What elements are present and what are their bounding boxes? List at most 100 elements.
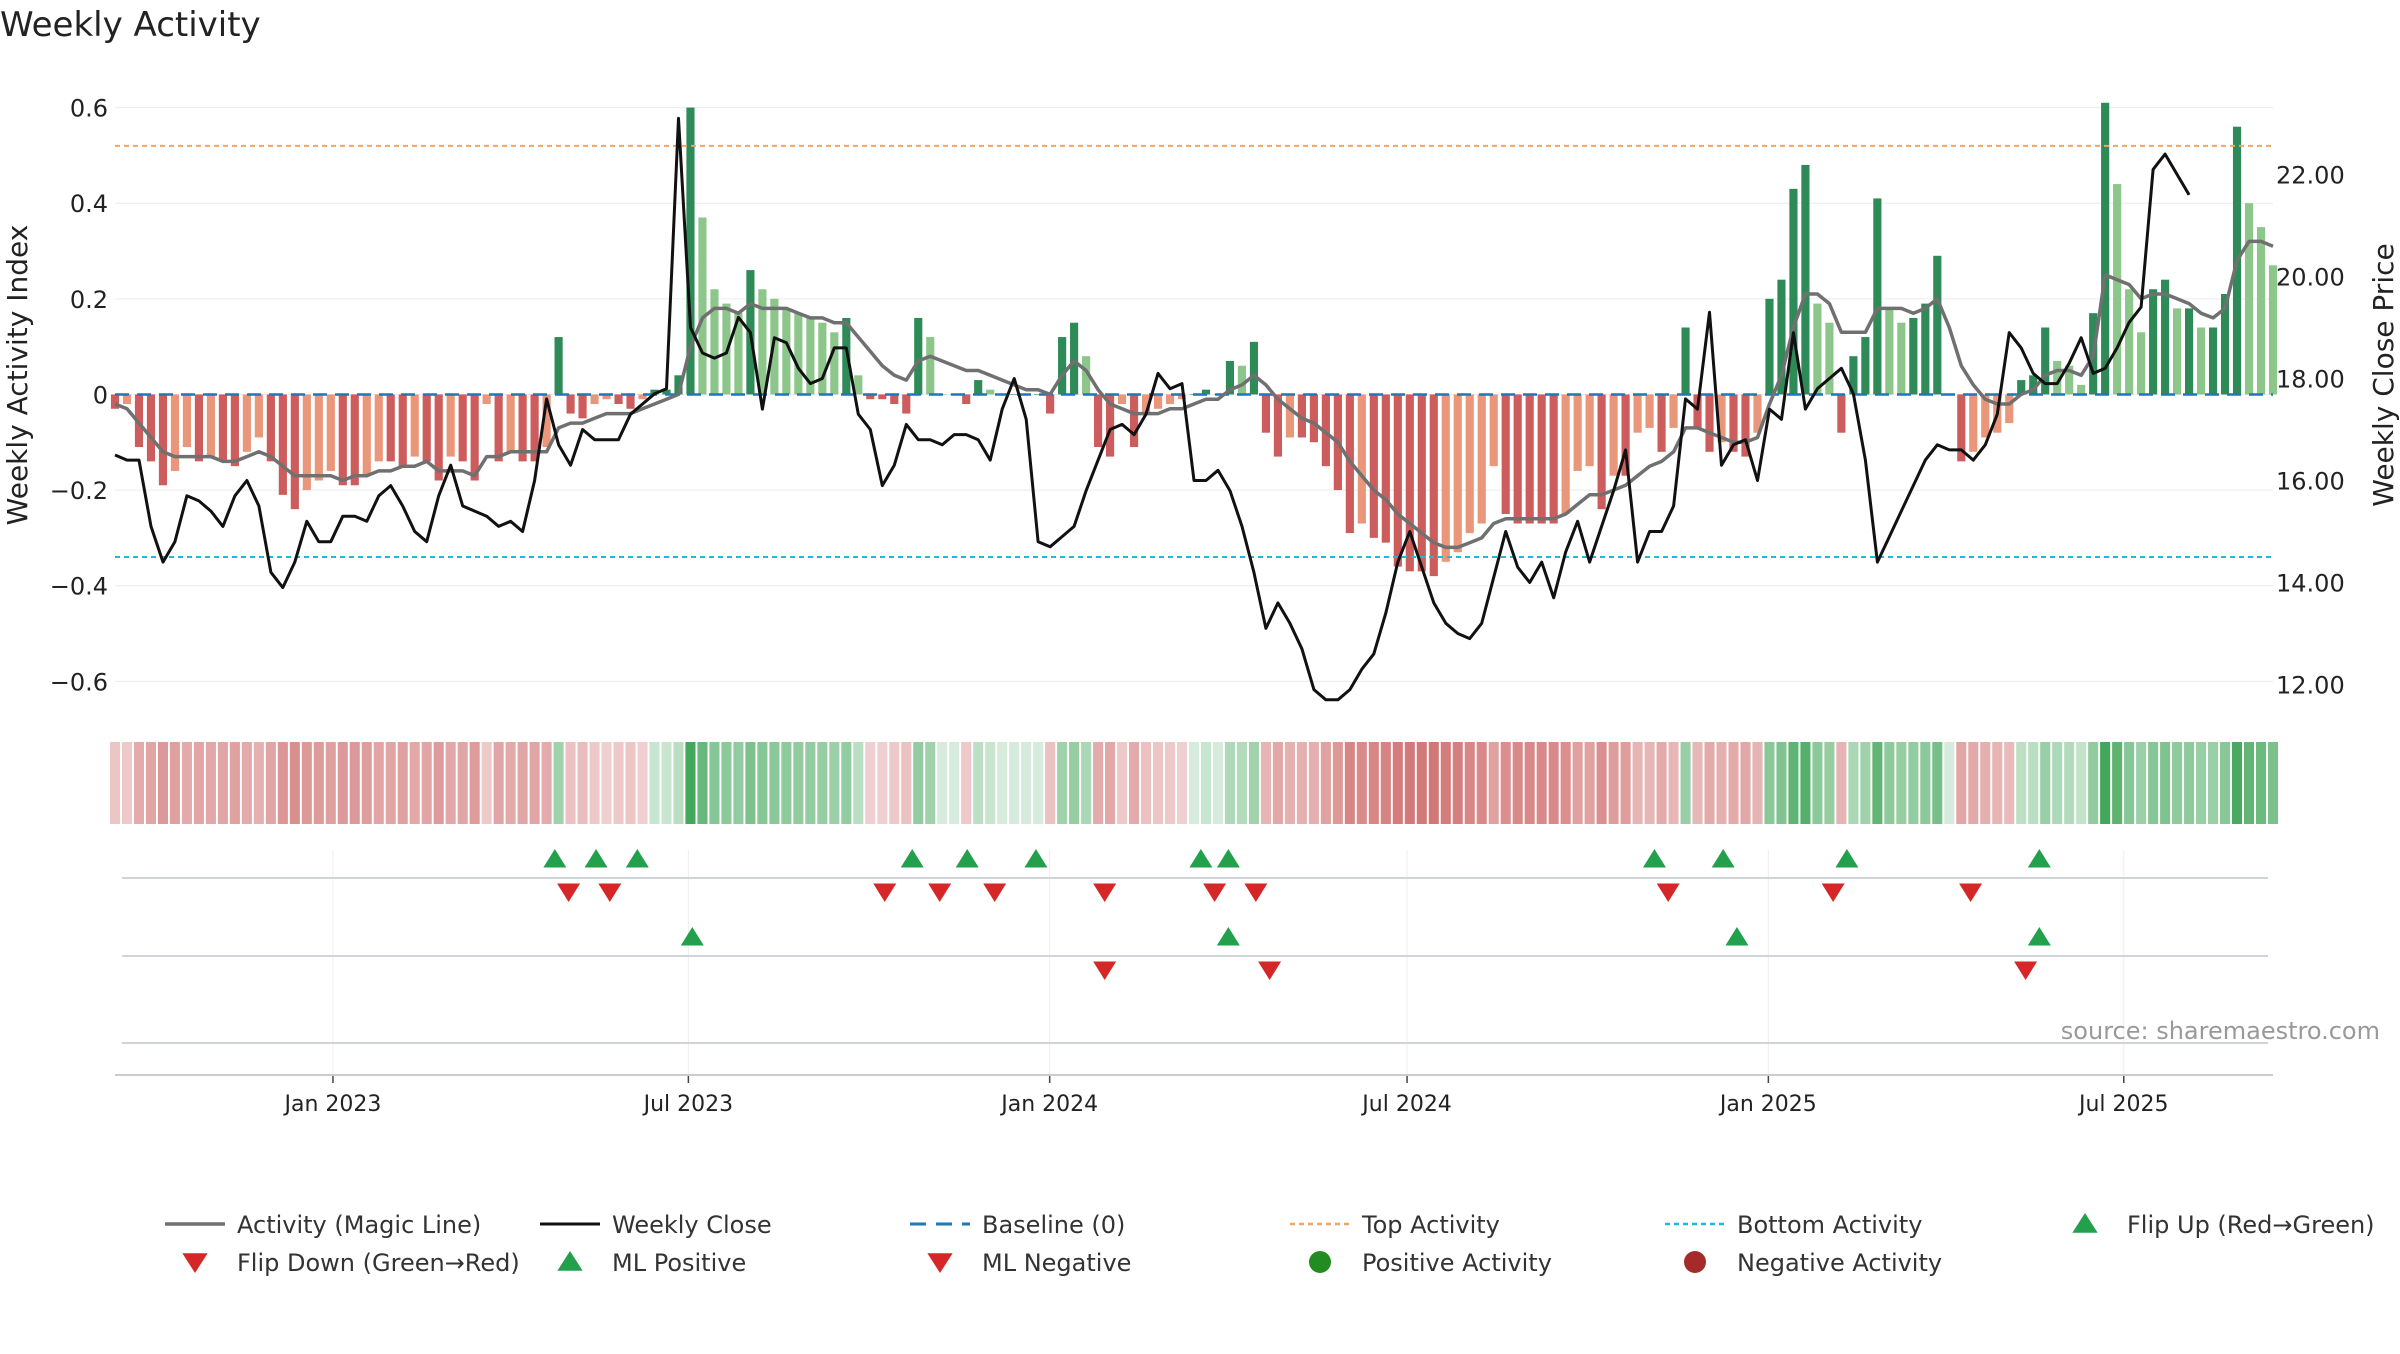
flip-up-marker xyxy=(900,849,924,868)
activity-bar xyxy=(1621,394,1630,476)
activity-bar xyxy=(1741,394,1750,457)
activity-bar xyxy=(302,394,311,491)
heat-cell xyxy=(241,742,252,824)
heat-cell xyxy=(2160,742,2171,824)
legend-item-magic: Activity (Magic Line) xyxy=(165,1211,481,1239)
activity-bar xyxy=(158,394,168,486)
legend-swatch xyxy=(557,1251,583,1271)
heat-cell xyxy=(1260,742,1271,824)
heat-cell xyxy=(877,742,888,824)
activity-bar xyxy=(2101,102,2110,395)
heat-cell xyxy=(1356,742,1367,824)
heat-cell xyxy=(1632,742,1643,824)
heat-cell xyxy=(529,742,540,824)
activity-bar xyxy=(1921,303,1930,395)
heat-cell xyxy=(1896,742,1907,824)
heat-cell xyxy=(2196,742,2207,824)
activity-bar xyxy=(1082,356,1091,395)
activity-bar xyxy=(1765,298,1774,395)
activity-bar xyxy=(578,394,587,419)
activity-bar xyxy=(1477,394,1486,524)
flip-down-marker xyxy=(983,883,1007,902)
activity-bar xyxy=(1885,308,1894,395)
activity-bar xyxy=(422,394,431,462)
heat-cell xyxy=(1536,742,1547,824)
activity-bar xyxy=(1525,394,1534,524)
heat-cell xyxy=(1416,742,1427,824)
heat-cell xyxy=(1812,742,1823,824)
heat-cell xyxy=(1980,742,1991,824)
activity-bar xyxy=(1981,394,1990,438)
activity-bar xyxy=(242,394,251,452)
heat-cell xyxy=(1476,742,1487,824)
activity-bar xyxy=(1249,341,1259,395)
activity-bar xyxy=(1261,394,1271,433)
activity-bar xyxy=(1777,279,1786,395)
activity-bar xyxy=(1357,394,1366,524)
heat-cell xyxy=(2255,742,2267,824)
heat-cell xyxy=(1428,742,1439,824)
legend-label: Positive Activity xyxy=(1362,1249,1552,1277)
heat-cell xyxy=(1272,742,1283,824)
heat-cell xyxy=(1332,742,1343,824)
legend-label: ML Negative xyxy=(982,1249,1131,1277)
activity-bar xyxy=(554,337,563,395)
heat-cell xyxy=(109,742,121,824)
activity-bar xyxy=(854,375,863,395)
heat-cell xyxy=(1548,742,1559,824)
heat-cell xyxy=(373,742,384,824)
legend-item-bottom: Bottom Activity xyxy=(1665,1211,1922,1239)
activity-bar xyxy=(1106,394,1115,457)
heat-cell xyxy=(1212,742,1224,824)
heat-cell xyxy=(2124,742,2135,824)
heat-cell xyxy=(853,742,864,824)
heat-cell xyxy=(1224,742,1236,824)
heat-cell xyxy=(1836,742,1847,824)
activity-bar xyxy=(710,289,719,395)
heat-cell xyxy=(721,742,732,824)
activity-bar xyxy=(338,394,347,486)
heat-cell xyxy=(433,742,444,824)
x-tick-label: Jan 2023 xyxy=(283,1092,382,1117)
y2-tick-label: 18.00 xyxy=(2276,366,2345,394)
activity-heat-strip xyxy=(109,742,2279,824)
heat-cell xyxy=(781,742,792,824)
activity-bar xyxy=(2149,289,2158,395)
activity-bar xyxy=(1633,394,1642,433)
flip-up-marker xyxy=(1024,849,1048,868)
activity-bar xyxy=(1561,394,1570,514)
legend-label: Activity (Magic Line) xyxy=(237,1211,481,1239)
legend-label: Baseline (0) xyxy=(982,1211,1125,1239)
heat-cell xyxy=(1776,742,1787,824)
flip-up-marker xyxy=(2027,927,2051,946)
heat-cell xyxy=(997,742,1008,824)
flip-down-marker xyxy=(1656,883,1680,902)
heat-cell xyxy=(1764,742,1775,824)
flip-down-marker xyxy=(1244,883,1268,902)
activity-bar xyxy=(686,107,695,395)
heat-cell xyxy=(733,742,744,824)
activity-bar xyxy=(122,394,132,404)
legend-item-neg_act: Negative Activity xyxy=(1684,1249,1942,1277)
activity-bar xyxy=(566,394,575,414)
heat-cell xyxy=(637,742,648,824)
heat-cell xyxy=(1608,742,1619,824)
heat-cell xyxy=(2064,742,2075,824)
heat-cell xyxy=(769,742,780,824)
heat-cell xyxy=(1117,742,1128,824)
flip-up-marker xyxy=(625,849,649,868)
reference-lines xyxy=(115,144,2273,558)
heat-cell xyxy=(301,742,312,824)
activity-bar xyxy=(1165,394,1175,404)
activity-bar xyxy=(2053,360,2062,395)
activity-bar xyxy=(1837,394,1846,433)
activity-bar xyxy=(1825,322,1834,395)
heat-cell xyxy=(589,742,600,824)
activity-bar xyxy=(1597,394,1606,510)
activity-bar xyxy=(518,394,527,462)
activity-bar xyxy=(638,394,647,400)
heat-cell xyxy=(1752,742,1763,824)
flip-down-marker xyxy=(1821,883,1845,902)
activity-bar xyxy=(1321,394,1330,467)
